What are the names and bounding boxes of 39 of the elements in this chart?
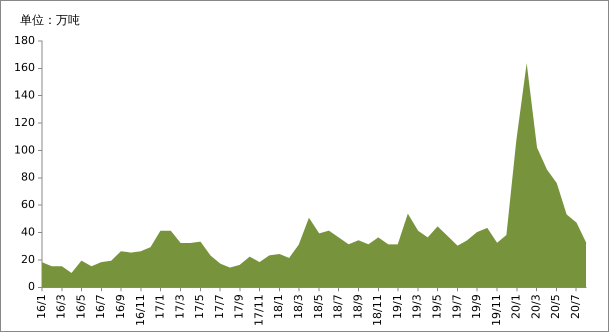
x-tick-label: 19/1 <box>390 294 404 320</box>
x-tick-label: 16/11 <box>134 294 147 326</box>
x-tick-label: 20/5 <box>549 294 562 320</box>
y-tick-label: 120 <box>14 116 35 129</box>
y-tick-label: 80 <box>20 170 35 184</box>
x-tick-label: 17/1 <box>154 294 167 320</box>
x-tick-label: 19/5 <box>430 294 444 320</box>
y-tick-label: 140 <box>14 88 35 102</box>
x-tick-label: 17/7 <box>212 294 226 320</box>
y-tick-label: 20 <box>20 252 35 266</box>
x-tick-label: 18/3 <box>292 294 306 320</box>
y-axis-title: 单位：万吨 <box>20 13 80 28</box>
x-tick-label: 17/9 <box>232 294 246 320</box>
y-tick-label: 60 <box>20 198 35 212</box>
x-tick-label: 16/9 <box>114 294 127 320</box>
x-tick-label: 17/3 <box>173 294 186 320</box>
x-tick-label: 19/7 <box>450 294 464 320</box>
x-tick-label: 18/5 <box>312 294 325 320</box>
x-tick-label: 19/9 <box>470 294 484 320</box>
x-tick-label: 16/7 <box>94 294 108 320</box>
x-tick-label: 18/11 <box>371 294 384 326</box>
y-tick-label: 100 <box>14 143 35 156</box>
x-tick-label: 19/3 <box>410 294 424 320</box>
y-tick-label: 40 <box>20 225 35 238</box>
x-tick-label: 17/5 <box>193 294 206 320</box>
x-tick-label: 18/1 <box>272 294 286 320</box>
x-tick-label: 20/7 <box>568 294 582 320</box>
x-tick-label: 16/3 <box>54 294 68 320</box>
x-tick-label: 16/1 <box>34 294 48 320</box>
x-tick-label: 18/9 <box>351 294 364 320</box>
x-tick-label: 16/5 <box>74 294 88 320</box>
x-tick-label: 20/3 <box>529 294 542 320</box>
x-tick-label: 17/11 <box>252 294 266 326</box>
y-tick-label: 180 <box>14 34 35 47</box>
x-tick-label: 18/7 <box>332 294 345 320</box>
y-tick-label: 160 <box>14 61 35 74</box>
x-tick-label: 20/1 <box>510 294 523 320</box>
x-tick-label: 19/11 <box>490 294 503 326</box>
y-tick-label: 0 <box>28 280 35 294</box>
